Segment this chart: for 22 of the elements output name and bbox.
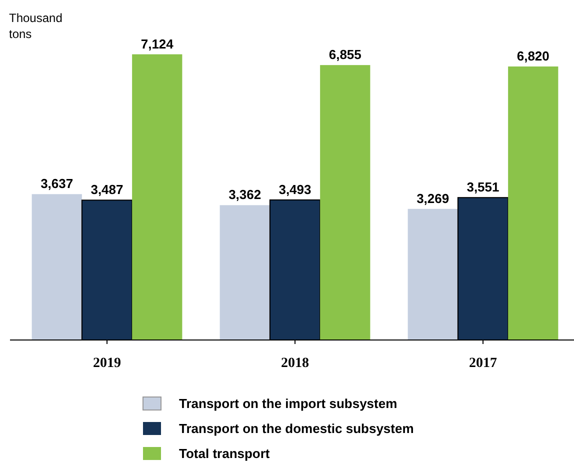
bar [32,194,82,340]
data-label: 3,362 [228,187,262,202]
bar [220,205,270,340]
legend-label: Transport on the domestic subsystem [179,421,414,436]
bar [132,54,182,340]
x-tick-label: 2017 [469,356,497,371]
data-label: 6,855 [328,47,362,62]
data-label: 3,637 [40,176,74,192]
data-label: 7,124 [140,36,174,52]
data-label: 3,493 [278,182,312,197]
bar [508,66,558,340]
bar [320,65,370,340]
legend-label: Transport on the import subsystem [179,396,398,411]
data-label: 3,551 [466,180,500,195]
bar [408,208,458,340]
legend-label: Total transport [179,446,270,461]
data-label: 6,820 [516,48,550,64]
data-label: 3,269 [416,190,450,206]
x-tick-label: 2019 [93,356,121,371]
data-label: 3,487 [90,182,124,198]
y-axis-title: Thousand tons [9,11,62,41]
x-tick-label: 2018 [281,356,309,371]
